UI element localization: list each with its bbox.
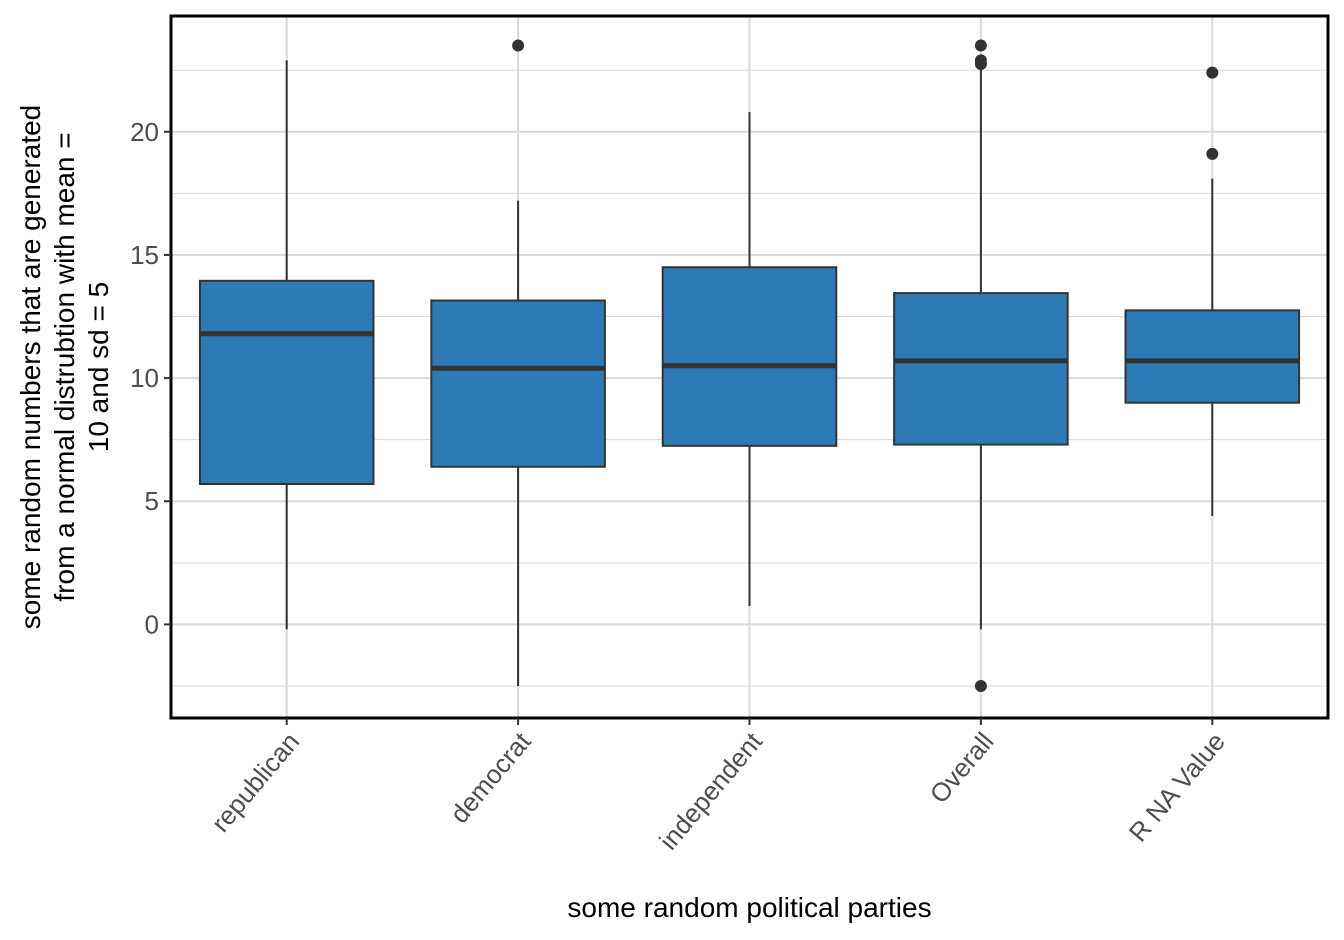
- x-axis-ticks: republican democrat independent Overall R NA…: [205, 718, 1231, 856]
- x-tick-label: republican: [205, 727, 305, 838]
- y-tick-label: 20: [130, 117, 159, 147]
- iqr-box: [893, 292, 1069, 446]
- outlier-point: [974, 679, 987, 692]
- y-axis-title: some random numbers that are generated f…: [15, 105, 114, 630]
- y-tick-label: 15: [130, 240, 159, 270]
- x-tick-label: R NA Value: [1123, 727, 1231, 848]
- y-tick-label: 10: [130, 363, 159, 393]
- y-axis-title-line-3: 10 and sd = 5: [83, 282, 114, 452]
- iqr-box: [661, 266, 838, 447]
- x-tick-label: independent: [653, 726, 768, 856]
- y-tick-label: 0: [145, 609, 159, 639]
- outlier-point: [974, 54, 987, 67]
- outlier-point: [1206, 66, 1219, 79]
- y-axis-ticks: 0 5 10 15 20: [130, 117, 171, 639]
- y-axis-title-line-2: from a normal distrubtion with mean =: [49, 132, 80, 601]
- iqr-box: [430, 299, 606, 468]
- y-tick-label: 5: [145, 486, 159, 516]
- iqr-box: [198, 279, 375, 485]
- box-independent: [661, 112, 838, 606]
- x-tick-label: democrat: [444, 726, 537, 829]
- x-tick-label: Overall: [924, 727, 1000, 809]
- iqr-box: [1124, 309, 1301, 404]
- outlier-point: [512, 39, 525, 52]
- boxes: [198, 39, 1301, 692]
- y-axis-title-line-1: some random numbers that are generated: [15, 105, 46, 630]
- box-r-na-value: [1124, 66, 1301, 517]
- x-axis-title: some random political parties: [567, 892, 931, 923]
- outlier-point: [1206, 147, 1219, 160]
- box-democrat: [430, 39, 606, 686]
- box-overall: [893, 39, 1069, 692]
- box-republican: [198, 60, 375, 630]
- outlier-point: [974, 39, 987, 52]
